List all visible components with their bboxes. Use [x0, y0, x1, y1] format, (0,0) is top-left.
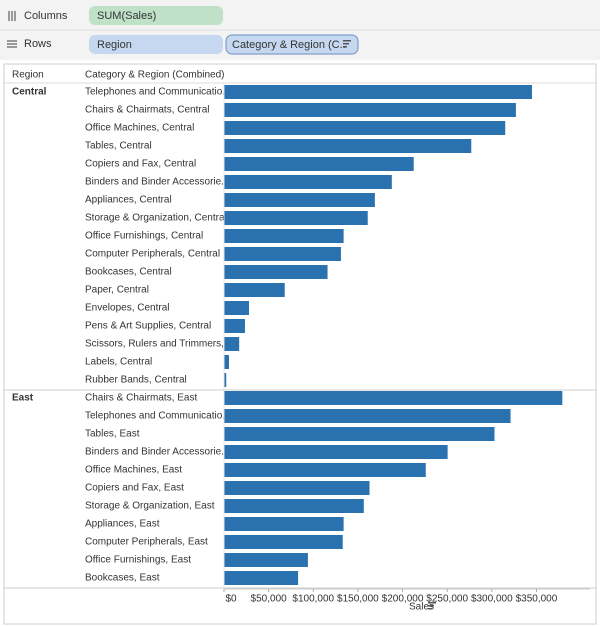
pill-label: Region — [97, 39, 132, 51]
x-tick-label: $150,000 — [337, 594, 379, 605]
category-label: Chairs & Chairmats, East — [85, 393, 197, 404]
x-tick-label: $300,000 — [471, 594, 513, 605]
category-label: Chairs & Chairmats, Central — [85, 105, 209, 116]
category-label: Envelopes, Central — [85, 303, 170, 314]
bar — [224, 517, 344, 531]
row-header: Region — [12, 70, 44, 81]
bar — [224, 211, 368, 225]
bar — [224, 427, 495, 441]
category-label: Binders and Binder Accessorie.. — [85, 447, 227, 458]
row-header: Category & Region (Combined) — [85, 70, 225, 81]
category-label: Telephones and Communicatio.. — [85, 411, 228, 422]
category-label: Labels, Central — [85, 357, 152, 368]
rows-icon — [7, 40, 17, 48]
pill-label: Category & Region (C.. — [232, 39, 346, 51]
bar — [224, 445, 448, 459]
category-label: Appliances, Central — [85, 195, 172, 206]
bar — [224, 463, 426, 477]
bar — [224, 175, 392, 189]
bar — [224, 409, 511, 423]
x-tick-label: $0 — [225, 594, 237, 605]
bar — [224, 121, 506, 135]
columns-label: Columns — [24, 10, 68, 22]
bar — [224, 337, 240, 351]
bar — [224, 535, 343, 549]
category-label: Computer Peripherals, Central — [85, 249, 220, 260]
pill[interactable] — [225, 34, 359, 55]
x-tick-label: $100,000 — [292, 594, 334, 605]
pill[interactable] — [89, 6, 223, 25]
category-label: Tables, East — [85, 429, 140, 440]
bar — [224, 157, 414, 171]
columns-icon — [8, 11, 16, 21]
bar — [224, 373, 227, 387]
region-label: East — [12, 393, 34, 404]
bar — [224, 499, 364, 513]
bar — [224, 301, 249, 315]
bar — [224, 355, 229, 369]
category-label: Office Furnishings, Central — [85, 231, 203, 242]
bar — [224, 553, 308, 567]
category-label: Paper, Central — [85, 285, 149, 296]
x-tick-label: $250,000 — [426, 594, 468, 605]
x-tick-label: $50,000 — [251, 594, 288, 605]
x-tick-label: $350,000 — [516, 594, 558, 605]
category-label: Office Furnishings, East — [85, 555, 191, 566]
category-label: Scissors, Rulers and Trimmers,.. — [85, 339, 229, 350]
bar — [224, 571, 299, 585]
bar — [224, 283, 285, 297]
x-axis-label: Sales — [409, 602, 434, 613]
bar — [224, 139, 472, 153]
region-label: Central — [12, 87, 47, 98]
bar — [224, 85, 532, 99]
category-label: Office Machines, Central — [85, 123, 194, 134]
category-label: Computer Peripherals, East — [85, 537, 208, 548]
bar — [224, 319, 245, 333]
rows-label: Rows — [24, 38, 52, 50]
category-label: Bookcases, East — [85, 573, 160, 584]
category-label: Bookcases, Central — [85, 267, 172, 278]
bar — [224, 193, 375, 207]
category-label: Tables, Central — [85, 141, 152, 152]
bar — [224, 391, 563, 405]
category-label: Appliances, East — [85, 519, 160, 530]
category-label: Copiers and Fax, Central — [85, 159, 196, 170]
category-label: Pens & Art Supplies, Central — [85, 321, 211, 332]
x-tick-label: $200,000 — [382, 594, 424, 605]
bar — [224, 229, 344, 243]
pill-label: SUM(Sales) — [97, 10, 156, 22]
sort-icon — [428, 602, 436, 610]
bar — [224, 265, 328, 279]
category-label: Binders and Binder Accessorie.. — [85, 177, 227, 188]
pill[interactable] — [89, 35, 223, 54]
bar — [224, 247, 341, 261]
category-label: Telephones and Communicatio.. — [85, 87, 228, 98]
category-label: Copiers and Fax, East — [85, 483, 184, 494]
category-label: Rubber Bands, Central — [85, 375, 187, 386]
sort-icon — [343, 40, 351, 48]
category-label: Office Machines, East — [85, 465, 182, 476]
bar — [224, 103, 516, 117]
category-label: Storage & Organization, Central — [85, 213, 227, 224]
bar — [224, 481, 370, 495]
category-label: Storage & Organization, East — [85, 501, 215, 512]
